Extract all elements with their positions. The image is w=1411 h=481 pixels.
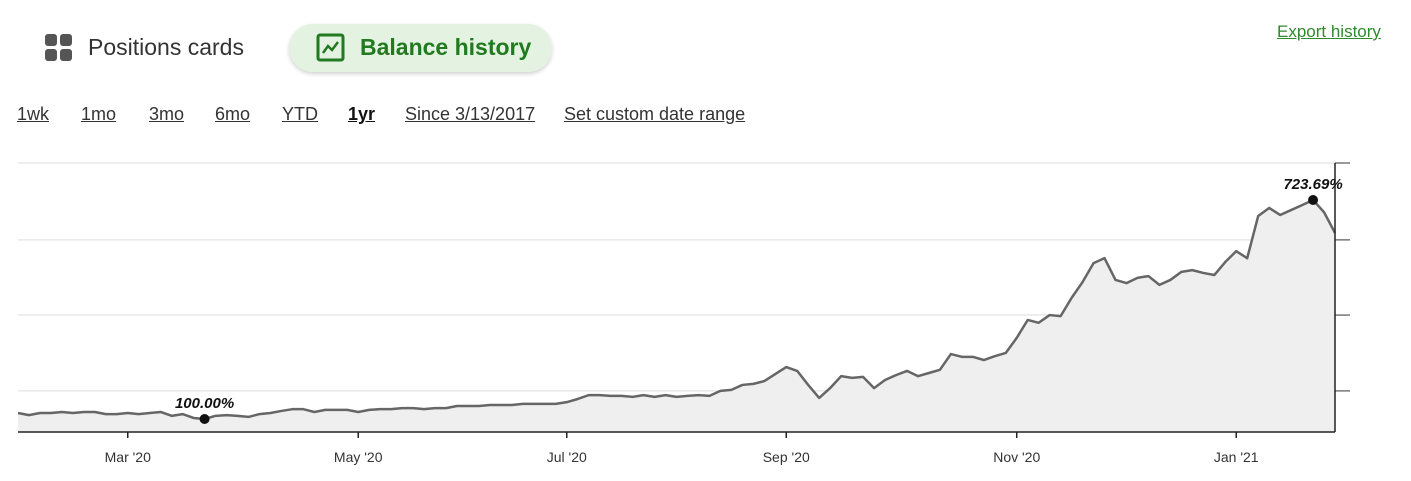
x-tick-label: Nov '20 <box>993 449 1040 465</box>
x-tick-label: Mar '20 <box>105 449 151 465</box>
value-label: 100.00% <box>175 395 234 412</box>
range-link[interactable]: Set custom date range <box>564 104 746 124</box>
export-link[interactable]: Export history <box>1277 22 1381 41</box>
value-marker <box>1308 194 1319 205</box>
balance-line <box>17 198 1337 421</box>
tab-label[interactable]: Positions cards <box>88 34 244 60</box>
value-marker <box>199 414 210 425</box>
range-link[interactable]: 1wk <box>17 104 50 124</box>
x-tick-label: Jan '21 <box>1214 449 1259 465</box>
range-link[interactable]: 6mo <box>215 104 251 124</box>
range-link[interactable]: YTD <box>282 104 318 124</box>
range-link[interactable]: Since 3/13/2017 <box>405 104 536 124</box>
grid-icon <box>45 34 72 61</box>
area-fill <box>18 199 1335 432</box>
x-tick-label: Sep '20 <box>763 449 810 465</box>
range-link[interactable]: 3mo <box>149 104 185 124</box>
tab-label[interactable]: Balance history <box>360 34 532 60</box>
chart-icon <box>316 33 345 62</box>
range-link[interactable]: 1yr <box>348 104 376 124</box>
value-label: 723.69% <box>1283 176 1342 193</box>
x-tick-label: May '20 <box>334 449 383 465</box>
x-tick-label: Jul '20 <box>547 449 587 465</box>
range-link[interactable]: 1mo <box>81 104 117 124</box>
